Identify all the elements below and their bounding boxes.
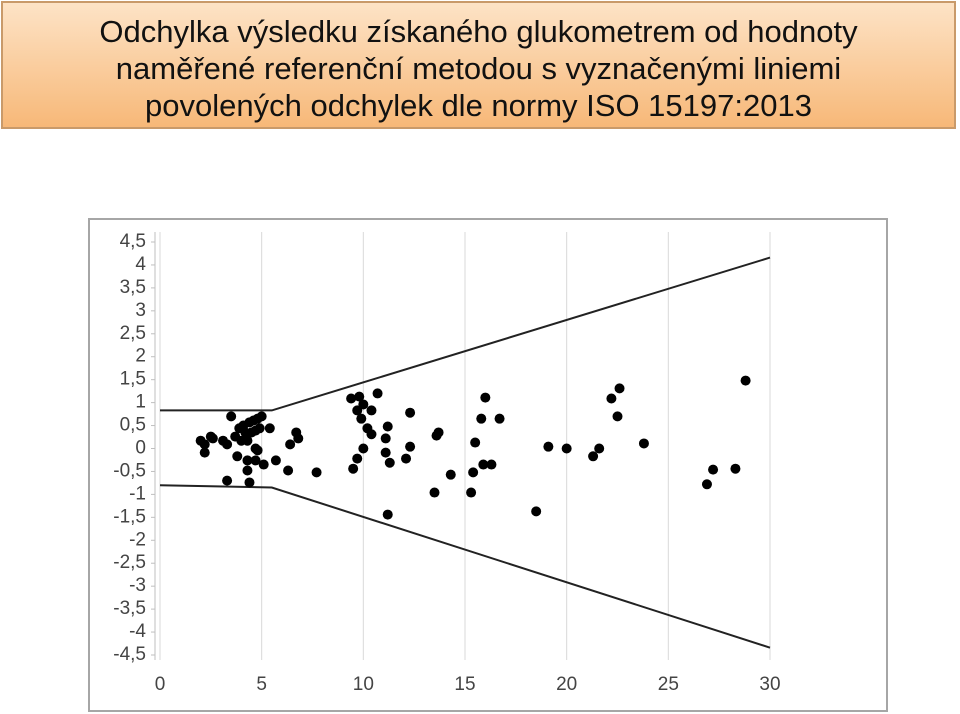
data-point bbox=[244, 477, 255, 488]
data-point bbox=[254, 423, 265, 434]
data-point bbox=[252, 445, 263, 456]
data-point bbox=[612, 411, 623, 422]
title: Odchylka výsledku získaného glukometrem … bbox=[3, 3, 954, 124]
data-point bbox=[358, 399, 369, 410]
data-point bbox=[445, 469, 456, 480]
data-point bbox=[708, 464, 719, 475]
data-point bbox=[222, 439, 233, 450]
data-point bbox=[207, 433, 218, 444]
y-tick-label: 0,5 bbox=[120, 415, 146, 436]
y-tick-label: -2,5 bbox=[113, 552, 146, 573]
data-point bbox=[242, 465, 253, 476]
data-point bbox=[384, 457, 395, 468]
data-point bbox=[433, 427, 444, 438]
y-tick-label: 1,5 bbox=[120, 369, 146, 390]
x-tick-label: 15 bbox=[454, 674, 475, 695]
data-point bbox=[561, 443, 572, 454]
y-tick-label: 0 bbox=[135, 438, 146, 459]
y-tick-label: -4 bbox=[129, 621, 146, 642]
data-point bbox=[594, 443, 605, 454]
data-point bbox=[293, 433, 304, 444]
data-point bbox=[470, 437, 481, 448]
data-point bbox=[242, 435, 253, 446]
data-point bbox=[730, 463, 741, 474]
data-point bbox=[356, 413, 367, 424]
y-tick-label: 2,5 bbox=[120, 323, 146, 344]
data-point bbox=[543, 441, 554, 452]
data-point bbox=[701, 479, 712, 490]
data-point bbox=[478, 459, 489, 470]
x-tick-label: 30 bbox=[759, 674, 780, 695]
y-tick-label: 4 bbox=[135, 254, 146, 275]
data-point bbox=[199, 447, 210, 458]
data-point bbox=[270, 455, 281, 466]
y-tick-label: -3,5 bbox=[113, 598, 146, 619]
title-box: Odchylka výsledku získaného glukometrem … bbox=[1, 1, 956, 129]
data-point bbox=[480, 392, 491, 403]
data-point bbox=[232, 451, 243, 462]
data-point bbox=[366, 405, 377, 416]
data-point bbox=[346, 393, 357, 404]
data-point bbox=[466, 487, 477, 498]
y-tick-label: -3 bbox=[129, 575, 146, 596]
data-point bbox=[405, 441, 416, 452]
y-tick-label: -1,5 bbox=[113, 506, 146, 527]
data-point bbox=[348, 463, 359, 474]
data-point bbox=[429, 487, 440, 498]
data-point bbox=[380, 447, 391, 458]
limit-line bbox=[159, 484, 771, 649]
data-point bbox=[226, 411, 237, 422]
y-tick-label: -2 bbox=[129, 529, 146, 550]
title-line: Odchylka výsledku získaného glukometrem … bbox=[99, 14, 858, 49]
data-point bbox=[531, 506, 542, 517]
y-tick-label: 1 bbox=[135, 392, 146, 413]
data-point bbox=[311, 467, 322, 478]
data-point bbox=[494, 413, 505, 424]
y-tick-label: -0,5 bbox=[113, 460, 146, 481]
y-tick-label: 3 bbox=[135, 300, 146, 321]
data-point bbox=[382, 509, 393, 520]
data-point bbox=[380, 433, 391, 444]
x-tick-label: 10 bbox=[353, 674, 374, 695]
data-point bbox=[352, 453, 363, 464]
data-point bbox=[401, 453, 412, 464]
x-tick-label: 0 bbox=[155, 674, 166, 695]
data-point bbox=[264, 423, 275, 434]
data-point bbox=[638, 438, 649, 449]
data-point bbox=[372, 388, 383, 399]
data-point bbox=[486, 459, 497, 470]
x-tick-label: 20 bbox=[556, 674, 577, 695]
data-point bbox=[258, 459, 269, 470]
x-tick-label: 25 bbox=[658, 674, 679, 695]
data-point bbox=[740, 375, 751, 386]
data-point bbox=[614, 383, 625, 394]
title-line: naměřené referenční metodou s vyznačeným… bbox=[115, 51, 842, 86]
title-line: povolených odchylek dle normy ISO 15197:… bbox=[145, 88, 812, 123]
data-point bbox=[256, 411, 267, 422]
data-point bbox=[606, 393, 617, 404]
y-tick-label: -1 bbox=[129, 483, 146, 504]
data-point bbox=[285, 439, 296, 450]
data-point bbox=[382, 421, 393, 432]
y-tick-label: 3,5 bbox=[120, 277, 146, 298]
data-point bbox=[405, 407, 416, 418]
y-tick-label: 4,5 bbox=[120, 231, 146, 252]
data-point bbox=[588, 451, 599, 462]
data-point bbox=[199, 439, 210, 450]
data-point bbox=[283, 465, 294, 476]
y-tick-label: 2 bbox=[135, 346, 146, 367]
data-point bbox=[354, 391, 365, 402]
x-tick-label: 5 bbox=[256, 674, 267, 695]
data-point bbox=[358, 443, 369, 454]
y-tick-label: -4,5 bbox=[113, 644, 146, 665]
data-point bbox=[366, 429, 377, 440]
data-point bbox=[242, 455, 253, 466]
data-point bbox=[476, 413, 487, 424]
data-point bbox=[222, 475, 233, 486]
data-point bbox=[250, 455, 261, 466]
data-point bbox=[468, 467, 479, 478]
limit-line bbox=[160, 256, 771, 412]
